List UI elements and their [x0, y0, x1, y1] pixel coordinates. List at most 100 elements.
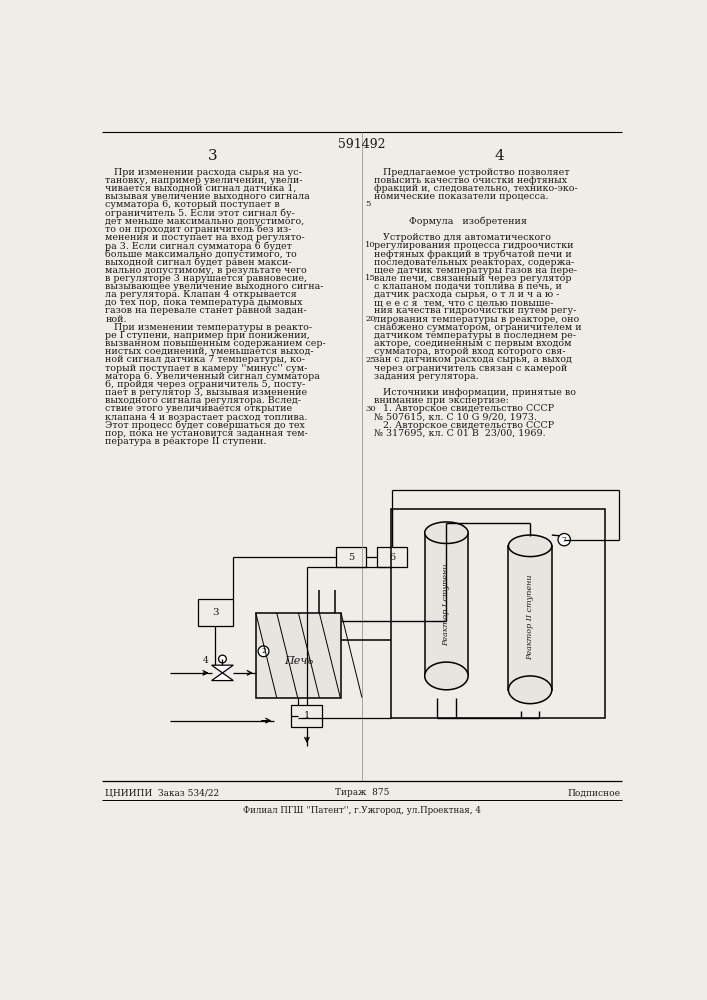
Text: Филиал ПГШ ''Патент'', г.Ужгород, ул.Проектная, 4: Филиал ПГШ ''Патент'', г.Ужгород, ул.Про…	[243, 806, 481, 815]
Text: регулирования процесса гидроочистки: регулирования процесса гидроочистки	[373, 241, 573, 250]
Text: то он проходит ограничитель без из-: то он проходит ограничитель без из-	[105, 225, 292, 234]
Text: 15: 15	[365, 274, 376, 282]
Text: мально допустимому, в результате чего: мально допустимому, в результате чего	[105, 266, 307, 275]
Text: Тираж  875: Тираж 875	[334, 788, 389, 797]
Text: 6: 6	[389, 553, 395, 562]
Circle shape	[258, 646, 269, 657]
Text: через ограничитель связан с камерой: через ограничитель связан с камерой	[373, 364, 567, 373]
Ellipse shape	[425, 662, 468, 690]
Circle shape	[558, 533, 571, 546]
Text: в регуляторе 3 нарушается равновесие,: в регуляторе 3 нарушается равновесие,	[105, 274, 308, 283]
Text: щее датчик температуры газов на пере-: щее датчик температуры газов на пере-	[373, 266, 577, 275]
Text: ла регулятора. Клапан 4 открывается: ла регулятора. Клапан 4 открывается	[105, 290, 297, 299]
Text: выходного сигнала регулятора. Вслед-: выходного сигнала регулятора. Вслед-	[105, 396, 301, 405]
Text: ЦНИИПИ  Заказ 534/22: ЦНИИПИ Заказ 534/22	[105, 788, 220, 797]
Bar	[256, 613, 341, 698]
Bar	[508, 546, 552, 690]
Text: ствие этого увеличивается открытие: ствие этого увеличивается открытие	[105, 404, 293, 413]
Text: внимание при экспертизе:: внимание при экспертизе:	[373, 396, 508, 405]
Text: 30: 30	[365, 405, 375, 413]
Text: с клапаном подачи топлива в печь, и: с клапаном подачи топлива в печь, и	[373, 282, 561, 291]
Text: ограничитель 5. Если этот сигнал бу-: ограничитель 5. Если этот сигнал бу-	[105, 209, 296, 218]
Text: датчиком температуры в последнем ре-: датчиком температуры в последнем ре-	[373, 331, 575, 340]
Text: 591492: 591492	[338, 138, 386, 151]
Text: до тех пор, пока температура дымовых: до тех пор, пока температура дымовых	[105, 298, 303, 307]
Text: № 317695, кл. С 01 В  23/00, 1969.: № 317695, кл. С 01 В 23/00, 1969.	[373, 429, 545, 438]
Text: сумматора 6, который поступает в: сумматора 6, который поступает в	[105, 200, 280, 209]
Text: 5: 5	[365, 200, 370, 208]
Text: Реактор I ступени: Реактор I ступени	[443, 563, 450, 646]
Text: больше максимально допустимого, то: больше максимально допустимого, то	[105, 249, 297, 259]
Text: дет меньше максимально допустимого,: дет меньше максимально допустимого,	[105, 217, 305, 226]
Text: 1: 1	[304, 711, 310, 720]
Text: выходной сигнал будет равен макси-: выходной сигнал будет равен макси-	[105, 258, 292, 267]
Text: Предлагаемое устройство позволяет: Предлагаемое устройство позволяет	[373, 168, 569, 177]
Text: 7: 7	[562, 536, 567, 544]
Ellipse shape	[508, 676, 552, 704]
Text: ре I ступени, например при понижении,: ре I ступени, например при понижении,	[105, 331, 310, 340]
Bar	[391, 509, 605, 718]
Text: Этот процесс будет совершаться до тех: Этот процесс будет совершаться до тех	[105, 421, 305, 430]
Bar	[425, 533, 468, 676]
Text: При изменении расхода сырья на ус-: При изменении расхода сырья на ус-	[105, 168, 303, 177]
Text: лирования температуры в реакторе, оно: лирования температуры в реакторе, оно	[373, 315, 579, 324]
Text: пор, пока не установится заданная тем-: пор, пока не установится заданная тем-	[105, 429, 308, 438]
Text: пература в реакторе II ступени.: пература в реакторе II ступени.	[105, 437, 267, 446]
Text: № 507615, кл. С 10 G 9/20, 1973.: № 507615, кл. С 10 G 9/20, 1973.	[373, 413, 537, 422]
Text: акторе, соединенным с первым входом: акторе, соединенным с первым входом	[373, 339, 571, 348]
Ellipse shape	[508, 535, 552, 557]
Text: Подписное: Подписное	[568, 788, 621, 797]
Text: торый поступает в камеру ''минус'' сум-: торый поступает в камеру ''минус'' сум-	[105, 364, 308, 373]
Text: клапана 4 и возрастает расход топлива.: клапана 4 и возрастает расход топлива.	[105, 413, 308, 422]
Bar	[337, 547, 366, 567]
Text: щ е е с я  тем, что с целью повыше-: щ е е с я тем, что с целью повыше-	[373, 298, 553, 307]
Text: задания регулятора.: задания регулятора.	[373, 372, 478, 381]
Text: менения и поступает на вход регулято-: менения и поступает на вход регулято-	[105, 233, 305, 242]
Text: Формула   изобретения: Формула изобретения	[409, 217, 527, 226]
Text: 3: 3	[212, 608, 218, 617]
Polygon shape	[211, 673, 233, 681]
Bar	[199, 599, 233, 626]
Text: Устройство для автоматического: Устройство для автоматического	[373, 233, 551, 242]
Text: последовательных реакторах, содержа-: последовательных реакторах, содержа-	[373, 258, 574, 267]
Text: 5: 5	[348, 553, 354, 562]
Text: 20: 20	[365, 315, 375, 323]
Text: ния качества гидроочистки путем регу-: ния качества гидроочистки путем регу-	[373, 306, 576, 315]
Bar	[378, 547, 407, 567]
Bar	[291, 705, 322, 727]
Text: датчик расхода сырья, о т л и ч а ю -: датчик расхода сырья, о т л и ч а ю -	[373, 290, 559, 299]
Text: 2: 2	[261, 647, 266, 655]
Text: повысить качество очистки нефтяных: повысить качество очистки нефтяных	[373, 176, 567, 185]
Text: 1. Авторское свидетельство СССР: 1. Авторское свидетельство СССР	[373, 404, 554, 413]
Text: 3: 3	[208, 149, 217, 163]
Text: матора 6. Увеличенный сигнал сумматора: матора 6. Увеличенный сигнал сумматора	[105, 372, 320, 381]
Text: вызванном повышенным содержанием сер-: вызванном повышенным содержанием сер-	[105, 339, 326, 348]
Text: 10: 10	[365, 241, 375, 249]
Text: Реактор II ступени: Реактор II ступени	[526, 575, 534, 660]
Text: вызывая увеличение выходного сигнала: вызывая увеличение выходного сигнала	[105, 192, 310, 201]
Text: сумматора, второй вход которого свя-: сумматора, второй вход которого свя-	[373, 347, 565, 356]
Text: 25: 25	[365, 356, 375, 364]
Text: нистых соединений, уменьшается выход-: нистых соединений, уменьшается выход-	[105, 347, 314, 356]
Text: 4: 4	[494, 149, 504, 163]
Text: пает в регулятор 3, вызывая изменение: пает в регулятор 3, вызывая изменение	[105, 388, 308, 397]
Text: зан с датчиком расхода сырья, а выход: зан с датчиком расхода сырья, а выход	[373, 355, 571, 364]
Text: тановку, например увеличении, увели-: тановку, например увеличении, увели-	[105, 176, 303, 185]
Ellipse shape	[425, 522, 468, 544]
Text: Источники информации, принятые во: Источники информации, принятые во	[373, 388, 575, 397]
Text: нефтяных фракций в трубчатой печи и: нефтяных фракций в трубчатой печи и	[373, 249, 571, 259]
Text: 6, пройдя через ограничитель 5, посту-: 6, пройдя через ограничитель 5, посту-	[105, 380, 306, 389]
Circle shape	[218, 655, 226, 663]
Text: вызывающее увеличение выходного сигна-: вызывающее увеличение выходного сигна-	[105, 282, 324, 291]
Polygon shape	[211, 665, 233, 673]
Text: фракций и, следовательно, технико-эко-: фракций и, следовательно, технико-эко-	[373, 184, 578, 193]
Text: При изменении температуры в реакто-: При изменении температуры в реакто-	[105, 323, 312, 332]
Text: вале печи, связанный через регулятор: вале печи, связанный через регулятор	[373, 274, 571, 283]
Text: снабжено сумматором, ограничителем и: снабжено сумматором, ограничителем и	[373, 323, 581, 332]
Text: 2. Авторское свидетельство СССР: 2. Авторское свидетельство СССР	[373, 421, 554, 430]
Text: ной.: ной.	[105, 315, 127, 324]
Text: Печь: Печь	[284, 656, 313, 666]
Text: 4: 4	[202, 656, 209, 665]
Text: ра 3. Если сигнал сумматора 6 будет: ра 3. Если сигнал сумматора 6 будет	[105, 241, 292, 251]
Text: чивается выходной сигнал датчика 1,: чивается выходной сигнал датчика 1,	[105, 184, 297, 193]
